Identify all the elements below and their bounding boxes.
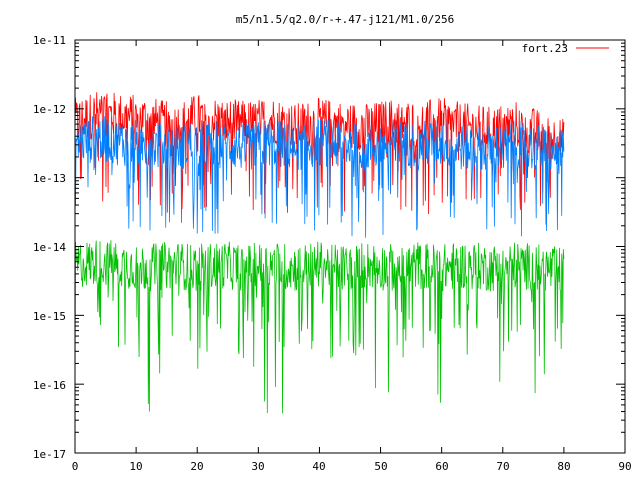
x-tick-label-70: 70: [496, 460, 509, 473]
x-tick-label-80: 80: [557, 460, 570, 473]
x-tick-label-60: 60: [435, 460, 448, 473]
y-tick-label-1e-13: 1e-13: [33, 172, 66, 185]
series-line-3: [74, 240, 565, 414]
plot-frame: [74, 39, 626, 454]
y-tick-label-1e-15: 1e-15: [33, 310, 66, 323]
y-tick-label-1e-16: 1e-16: [33, 379, 66, 392]
chart-title: m5/n1.5/q2.0/r-+.47-j121/M1.0/256: [236, 13, 455, 26]
x-tick-label-20: 20: [190, 460, 203, 473]
x-tick-label-10: 10: [129, 460, 142, 473]
y-tick-label-1e-17: 1e-17: [33, 448, 66, 461]
x-tick-label-0: 0: [72, 460, 79, 473]
series-line-2: [74, 116, 565, 238]
x-tick-label-40: 40: [312, 460, 325, 473]
y-tick-label-1e-11: 1e-11: [33, 34, 66, 47]
x-tick-label-50: 50: [374, 460, 387, 473]
y-tick-label-1e-14: 1e-14: [33, 241, 66, 254]
series-layer: [74, 92, 565, 414]
legend-label: fort.23: [522, 42, 568, 55]
ticks-layer: [74, 39, 626, 454]
y-tick-label-1e-12: 1e-12: [33, 103, 66, 116]
x-tick-label-90: 90: [618, 460, 631, 473]
x-tick-label-30: 30: [251, 460, 264, 473]
